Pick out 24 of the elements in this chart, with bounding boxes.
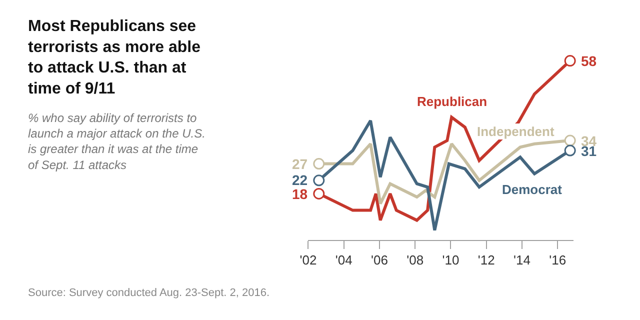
point [564,144,576,156]
series-label: Independent [477,124,555,139]
source-note: Source: Survey conducted Aug. 23-Sept. 2, 2016. [28,287,270,299]
x-tick-label: '12 [478,252,495,268]
x-tick-label: '14 [514,252,530,268]
point [313,158,325,170]
point [564,55,576,67]
x-tick-label: '16 [549,252,566,268]
x-tick-label: '04 [335,252,352,268]
x-tick-label: '08 [406,252,424,268]
data-label: 27 [292,156,308,172]
series-label: Republican [417,94,488,109]
point [313,174,325,186]
data-label: 22 [292,172,308,188]
series-label: Democrat [502,182,563,197]
point [313,188,325,200]
x-tick-label: '02 [300,252,317,268]
x-tick-label: '06 [370,252,388,268]
x-tick-label: '10 [442,252,460,268]
text: Most Republicans see terrorists as more able to attack U.S. than at time of 9/11 [28,18,201,98]
point [564,134,576,146]
data-label: 58 [581,53,597,69]
text: % who say ability of terrorists to launch a major attack on the U.S. is greater than it was at the time of Sept. 11 attacks [28,111,206,172]
data-label: 18 [292,186,308,202]
